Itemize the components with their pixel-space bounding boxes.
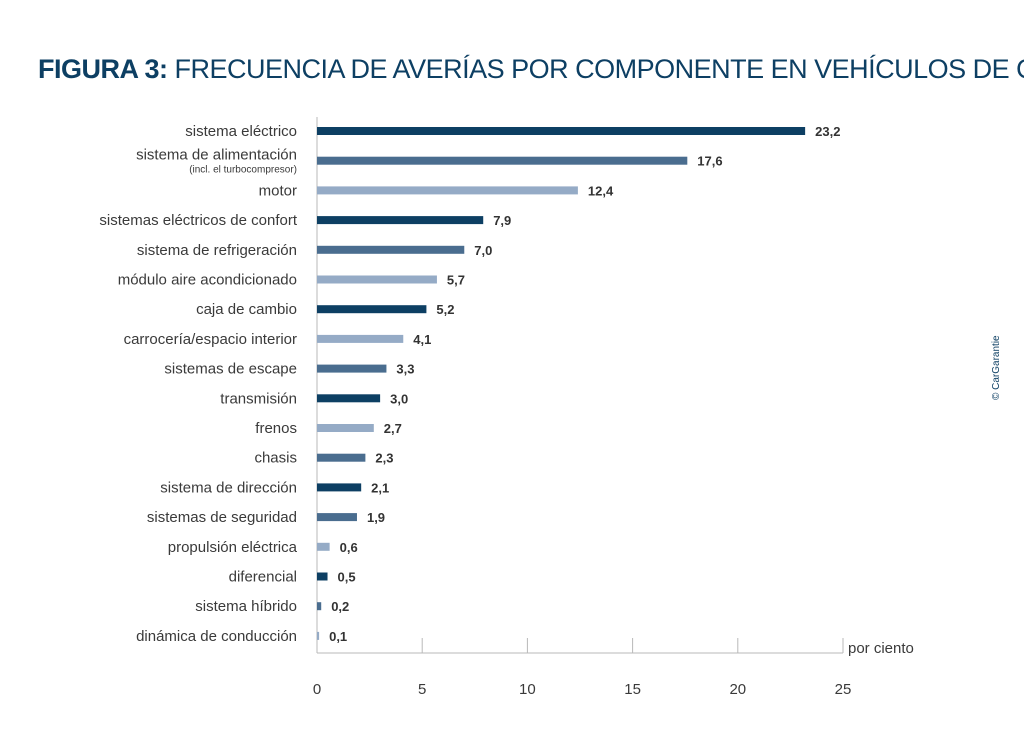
x-tick-label: 5	[418, 681, 426, 698]
bar	[317, 453, 366, 462]
data-label: 2,3	[375, 451, 393, 466]
bar	[317, 364, 387, 373]
category-label: sistemas eléctricos de confort	[99, 212, 297, 229]
bar	[317, 334, 404, 343]
bar	[317, 542, 330, 551]
x-tick-label: 0	[313, 681, 321, 698]
bar	[317, 513, 357, 522]
bar	[317, 127, 806, 135]
data-label: 1,9	[367, 510, 385, 525]
category-label: propulsión eléctrica	[168, 539, 298, 556]
data-label: 7,9	[493, 213, 511, 228]
category-label: diferencial	[229, 569, 297, 586]
bar	[317, 424, 374, 432]
title-text: FRECUENCIA DE AVERÍAS POR COMPONENTE EN …	[174, 54, 1024, 84]
x-tick-label: 20	[729, 681, 746, 698]
x-tick-label: 25	[835, 681, 852, 698]
x-tick-label: 10	[519, 681, 536, 698]
data-label: 23,2	[815, 124, 840, 139]
data-label: 17,6	[697, 154, 722, 169]
data-label: 2,7	[384, 421, 402, 436]
category-label: caja de cambio	[196, 301, 297, 318]
bar	[317, 305, 427, 314]
data-label: 4,1	[413, 332, 431, 347]
category-label: módulo aire acondicionado	[118, 272, 297, 289]
category-label: sistema eléctrico	[185, 123, 297, 140]
category-label: dinámica de conducción	[136, 628, 297, 645]
category-label: motor	[259, 182, 297, 199]
chart-title: FIGURA 3: FRECUENCIA DE AVERÍAS POR COMP…	[38, 54, 1024, 85]
bar	[317, 216, 484, 225]
category-label: frenos	[255, 420, 297, 437]
data-label: 0,1	[329, 629, 347, 644]
data-label: 5,7	[447, 273, 465, 288]
x-axis-label: por ciento	[848, 640, 914, 657]
category-label: sistemas de escape	[164, 361, 297, 378]
data-label: 5,2	[436, 302, 454, 317]
category-label: sistema híbrido	[195, 598, 297, 615]
bar	[317, 631, 320, 640]
data-label: 3,3	[396, 362, 414, 377]
bar	[317, 186, 578, 195]
category-label: sistemas de seguridad	[147, 509, 297, 526]
bar	[317, 245, 465, 254]
category-label: sistema de alimentación	[136, 147, 297, 164]
category-label: chasis	[254, 450, 297, 467]
data-label: 3,0	[390, 391, 408, 406]
data-label: 0,5	[338, 570, 356, 585]
category-sublabel: (incl. el turbocompresor)	[189, 165, 297, 176]
category-label: carrocería/espacio interior	[124, 331, 297, 348]
credit-text: © CarGarantie	[991, 335, 1002, 400]
bar	[317, 394, 381, 403]
data-label: 12,4	[588, 183, 614, 198]
category-label: transmisión	[220, 390, 297, 407]
bar	[317, 156, 688, 165]
bar	[317, 275, 437, 284]
data-label: 0,6	[340, 540, 358, 555]
x-tick-label: 15	[624, 681, 641, 698]
bar	[317, 572, 328, 581]
data-label: 7,0	[474, 243, 492, 258]
data-label: 0,2	[331, 599, 349, 614]
bar	[317, 602, 322, 611]
title-figure-number: FIGURA 3:	[38, 54, 168, 84]
bar	[317, 483, 362, 492]
category-label: sistema de refrigeración	[137, 242, 297, 259]
data-label: 2,1	[371, 480, 389, 495]
category-label: sistema de dirección	[160, 479, 297, 496]
